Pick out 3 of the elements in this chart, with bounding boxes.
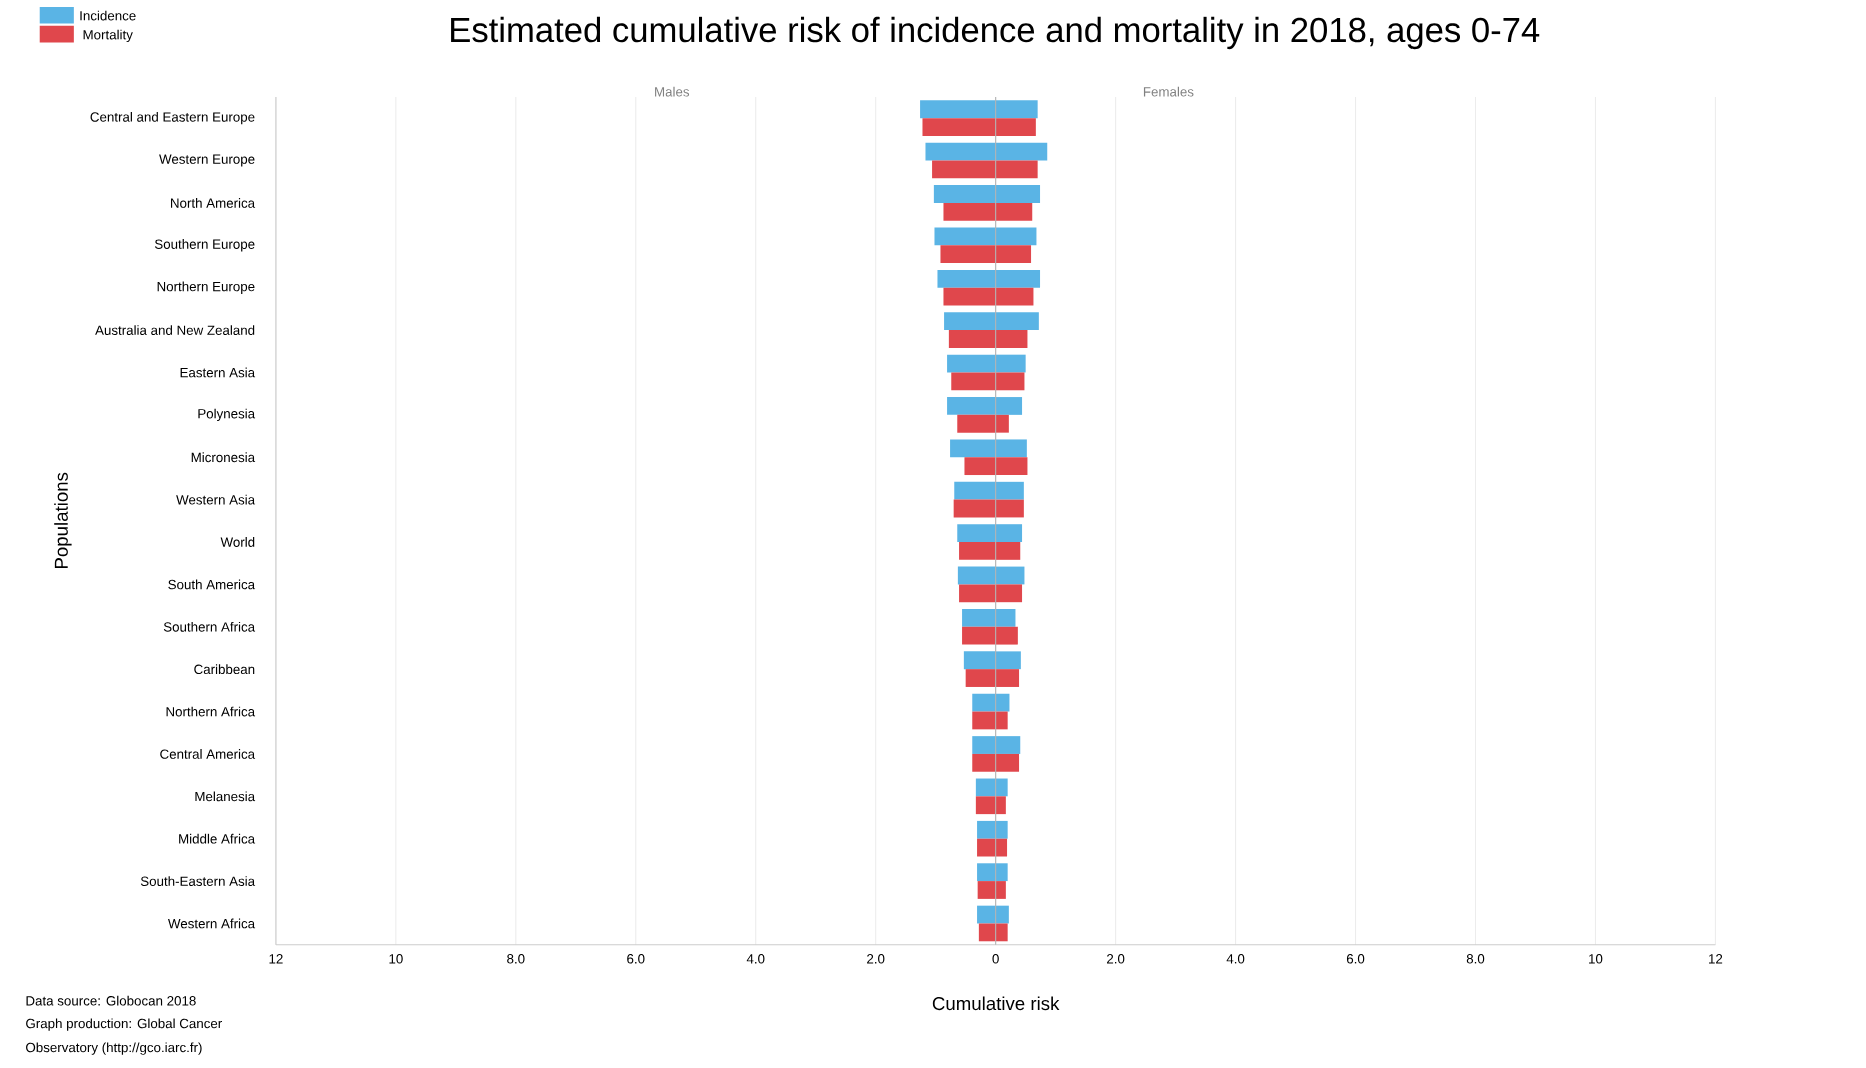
chart-title: Estimated cumulative risk of incidence and mortality in 2018, ages 0-74 xyxy=(451,17,1540,50)
y-axis-title: Populations xyxy=(54,473,72,569)
x-axis-title: Cumulative risk xyxy=(932,996,1060,1011)
